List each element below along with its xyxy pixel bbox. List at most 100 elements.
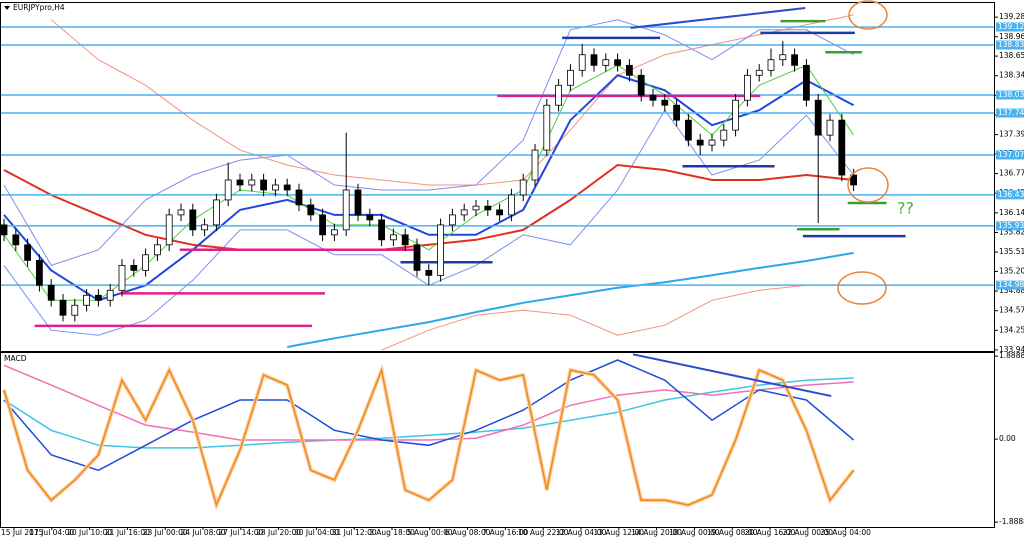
- level-label-box: [996, 190, 1024, 200]
- indicator-line: [3, 364, 854, 441]
- candle-body: [791, 54, 798, 66]
- level-label-box: [996, 40, 1024, 50]
- candle-body: [307, 204, 315, 216]
- candle-body: [696, 139, 704, 146]
- indicator-line: [3, 19, 854, 267]
- y-tick-label: 138.658: [999, 51, 1024, 60]
- candle-body: [83, 294, 90, 306]
- candle-body: [295, 189, 303, 206]
- candle-body: [720, 129, 728, 141]
- y-tick-label: 136.143: [999, 208, 1024, 217]
- candle-body: [685, 119, 692, 141]
- candle-body: [448, 214, 456, 226]
- highlight-ellipse: [848, 0, 888, 30]
- candle-body: [130, 264, 138, 271]
- x-tick-label: 15 Jul 2015: [1, 528, 44, 537]
- level-label-box: [996, 108, 1024, 118]
- price-pane: 139.283138.968138.658138.343138.028137.7…: [0, 7, 1024, 354]
- candle-body: [437, 224, 445, 276]
- candle-body: [248, 179, 256, 186]
- price-frame: [0, 2, 995, 352]
- macd-title: MACD: [4, 354, 27, 363]
- level-label-box: [996, 90, 1024, 100]
- candle-body: [496, 209, 504, 216]
- x-tick-label: 21 Jul 16:00: [105, 528, 150, 537]
- candle-body: [543, 104, 551, 151]
- candle-body: [472, 205, 480, 211]
- x-tick-label: 27 Jul 14:00: [218, 528, 263, 537]
- candle-body: [484, 205, 492, 211]
- candle-body: [555, 84, 562, 106]
- candle-body: [342, 189, 350, 231]
- candle-body: [602, 59, 610, 66]
- candle-body: [838, 119, 846, 176]
- candle-body: [260, 179, 268, 191]
- x-tick-label: 10 Aug 22:00: [518, 528, 569, 537]
- level-label-box: [996, 22, 1024, 32]
- candle-body: [24, 244, 32, 261]
- indicator-line: [3, 163, 854, 251]
- candle-body: [590, 54, 598, 66]
- candle-body: [366, 214, 374, 221]
- y-tick-label: 133.943: [999, 345, 1024, 354]
- highlight-ellipse: [837, 271, 887, 305]
- menu-arrow[interactable]: [4, 6, 10, 10]
- candle-body: [118, 264, 126, 291]
- candle-body: [531, 149, 539, 181]
- level-label: 137.745: [998, 108, 1024, 117]
- candle-body: [59, 299, 67, 316]
- candle-body: [708, 139, 716, 146]
- candle-body: [732, 99, 739, 131]
- candle-body: [36, 259, 43, 286]
- candle-body: [626, 64, 633, 76]
- macd-pane: 1.8888 0.00 -1.8888: [2, 351, 1024, 526]
- candle-body: [165, 214, 173, 246]
- level-label-box: [996, 150, 1024, 160]
- x-tick-label: 3 Aug 18:00: [369, 528, 415, 537]
- y-tick-label: 134.888: [999, 286, 1024, 295]
- x-tick-label: 25 Aug 04:00: [820, 528, 871, 537]
- x-tick-label: 28 Jul 20:00: [256, 528, 301, 537]
- x-tick-label: 18 Aug 00:00: [669, 528, 720, 537]
- candle-body: [378, 219, 386, 241]
- y-tick-label: 134.258: [999, 325, 1024, 334]
- candle-body: [95, 294, 102, 301]
- candle-body: [460, 209, 468, 216]
- candle-body: [106, 289, 114, 301]
- candle-body: [212, 199, 220, 226]
- y-tick-label: 1.8888: [999, 351, 1024, 360]
- level-label: 139.125: [998, 22, 1024, 31]
- x-tick-label: 23 Jul 00:00: [143, 528, 188, 537]
- candle-body: [649, 94, 657, 101]
- candle-body: [744, 74, 751, 101]
- candle-body: [814, 99, 822, 136]
- highlight-ellipse: [847, 167, 889, 203]
- candle-body: [637, 74, 645, 96]
- candle-body: [201, 224, 209, 231]
- x-tick-label: 19 Aug 08:00: [707, 528, 758, 537]
- level-label: 137.072: [998, 150, 1024, 159]
- level-label: 138.836: [998, 40, 1024, 49]
- y-tick-label: 136.773: [999, 169, 1024, 178]
- trendline: [630, 7, 806, 29]
- macd-frame: [0, 352, 995, 528]
- indicator-line: [50, 14, 854, 186]
- indicator-line: [3, 359, 855, 472]
- level-label: 135.934: [998, 221, 1024, 230]
- candle-body: [413, 244, 421, 271]
- candle-body: [673, 104, 680, 121]
- x-tick-label: 12 Aug 04:00: [556, 528, 607, 537]
- x-tick-label: 17 Jul 04:00: [29, 528, 74, 537]
- level-label-box: [996, 221, 1024, 231]
- candle-body: [47, 284, 55, 301]
- candle-body: [271, 184, 279, 191]
- y-tick-label: 137.398: [999, 130, 1024, 139]
- candle-body: [0, 224, 8, 236]
- candle-body: [330, 229, 338, 236]
- candle-body: [71, 304, 79, 316]
- x-tick-label: 30 Jul 04:00: [294, 528, 339, 537]
- x-tick-label: 20 Jul 10:00: [67, 528, 112, 537]
- x-tick-label: 14 Aug 20:00: [631, 528, 682, 537]
